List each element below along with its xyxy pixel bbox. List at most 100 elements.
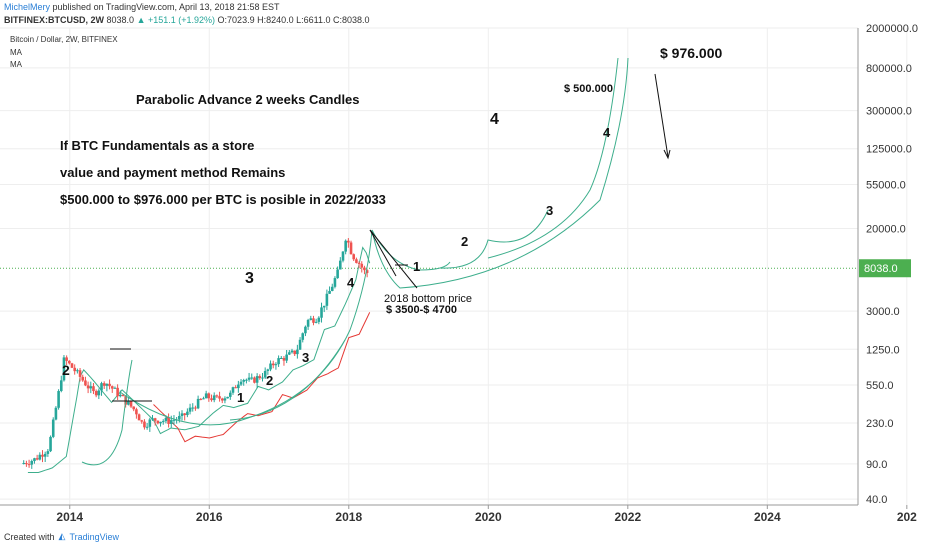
candle-up [330,286,334,291]
candle-down [35,458,39,460]
candle-up [178,415,181,420]
y-tick-label: 2000000.0 [866,23,918,35]
drop-line-b [369,229,397,277]
author-link[interactable]: MichelMery [4,2,51,12]
candle-up [119,394,122,397]
candle-up [151,418,154,420]
annotation-line2: value and payment method Remains [60,165,285,180]
candle-up [169,420,173,424]
wave-3-left: 3 [245,270,254,287]
candle-down [271,363,275,366]
candle-down [153,418,157,421]
x-tick-label: 2022 [614,510,641,524]
candle-up [62,357,66,381]
y-tick-label: 300000.0 [866,106,912,118]
target-arrow-line [654,73,669,158]
candle-up [317,317,321,322]
annotation-target1: $ 500.000 [564,83,613,95]
wave-1-b: 1 [413,259,420,274]
wave-2-a: 2 [266,373,273,388]
moving-averages [27,246,371,473]
candle-up [325,293,329,306]
last-price-tag-text: 8038.0 [864,263,898,275]
candle-up [306,319,310,327]
parabolic-arc [371,57,629,289]
candle-up [100,383,103,391]
legend-ma1: MA [10,48,23,57]
candle-up [46,451,50,454]
candle-up [49,436,52,452]
candle-up [309,318,313,320]
candle-down [218,396,221,399]
candle-down [365,270,369,273]
candle-up [339,260,342,270]
last-price-tag: 8038.0 [859,259,911,278]
candle-up [105,383,109,386]
publish-line: MichelMery published on TradingView.com,… [4,2,280,12]
ma-green-line [27,246,371,473]
candle-up [204,393,208,399]
candle-up [127,401,130,405]
candle-up [186,411,189,416]
candle-up [180,413,184,416]
candle-down [102,383,106,386]
candle-down [156,420,160,424]
candle-up [336,269,339,279]
candle-up [54,407,58,420]
candle-down [167,417,170,424]
parabolic-arcs [81,57,629,466]
candle-up [277,358,280,365]
annotation-line1: If BTC Fundamentals as a store [60,138,254,153]
annotation-bottom2: $ 3500-$ 4700 [386,304,457,316]
annotations: Parabolic Advance 2 weeks Candles If BTC… [60,45,722,405]
candle-down [70,363,74,368]
candle-down [129,401,133,407]
candle-down [355,259,358,263]
candle-up [266,369,270,371]
candle-down [78,370,82,377]
ohlc-values: O:7023.9 H:8240.0 L:6611.0 C:8038.0 [217,15,370,25]
candle-down [253,377,256,383]
tradingview-brand[interactable]: TradingView [69,531,119,542]
candle-down [215,395,219,397]
y-tick-label: 1250.0 [866,344,900,356]
candle-down [132,406,136,410]
y-tick-label: 3000.0 [866,306,900,318]
y-axis: 2000000.0 800000.0 300000.0 125000.0 55000.0… [866,23,918,506]
candle-up [43,453,47,457]
target-arrow-head [663,149,671,160]
candle-down [143,421,146,428]
candle-down [121,394,125,397]
candle-up [263,370,267,378]
parabolic-arc [119,229,373,426]
tradingview-logo-icon: ◭ [58,531,66,541]
candle-up [89,386,93,389]
candle-down [116,387,119,397]
candle-up [148,419,152,427]
candle-down [110,386,114,389]
quote-line: BITFINEX:BTCUSD, 2W 8038.0 ▲ +151.1 (+1.… [4,15,370,25]
price-change: ▲ +151.1 (+1.92%) [136,15,216,25]
annotation-title: Parabolic Advance 2 weeks Candles [136,92,360,107]
y-tick-label: 230.0 [866,418,894,430]
candle-down [94,391,98,396]
drawn-lines [110,73,671,402]
candle-down [360,263,364,268]
candle-down [27,464,31,466]
candle-up [320,307,323,318]
candle-down [220,398,224,401]
candle-down [194,407,197,409]
candle-up [255,376,259,383]
candle-down [210,398,213,401]
wave-2-b: 2 [461,234,468,249]
candle-up [226,396,229,399]
y-tick-label: 40.0 [866,494,887,506]
candle-down [137,414,141,421]
candle-down [258,376,262,379]
candle-down [84,380,87,386]
legend-ma2: MA [10,60,23,69]
x-tick-label: 202 [897,510,917,524]
candle-up [328,290,331,294]
parabolic-arc [439,209,549,269]
